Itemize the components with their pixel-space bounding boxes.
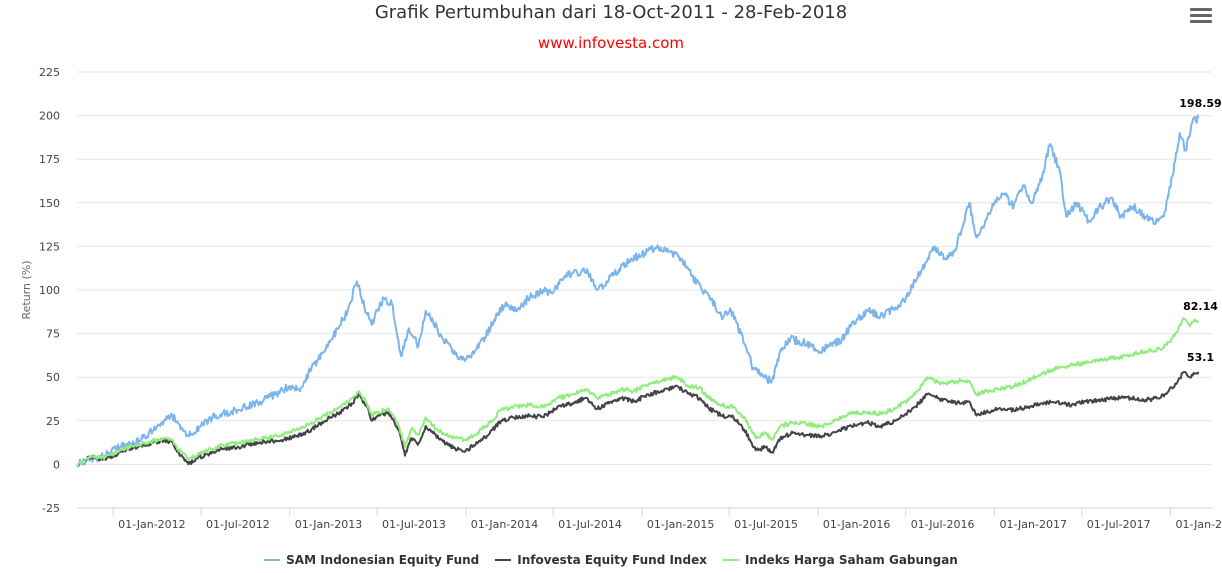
y-tick-label: 200 — [39, 110, 60, 123]
series-line — [76, 114, 1200, 468]
legend-swatch — [264, 558, 281, 561]
end-value-label: 82.14 — [1183, 300, 1218, 313]
y-tick-label: 100 — [39, 284, 60, 297]
legend-item[interactable]: SAM Indonesian Equity Fund — [264, 553, 479, 567]
legend-swatch — [495, 558, 512, 561]
legend-label: SAM Indonesian Equity Fund — [286, 553, 480, 567]
x-tick-label: 01-Jan-2014 — [471, 518, 539, 531]
y-tick-label: 150 — [39, 197, 60, 210]
y-tick-label: 0 — [53, 458, 60, 471]
legend-item[interactable]: Infovesta Equity Fund Index — [495, 553, 707, 567]
y-axis-title: Return (%) — [20, 260, 33, 319]
legend: SAM Indonesian Equity Fund Infovesta Equi… — [0, 553, 1222, 567]
end-labels: 198.59 53.1 82.14 — [1179, 97, 1221, 364]
chart-title: Grafik Pertumbuhan dari 18-Oct-2011 - 28… — [374, 2, 848, 23]
y-tick-label: 50 — [46, 371, 60, 384]
menu-bar — [1190, 14, 1212, 17]
x-tick-label: 01-Jan-2018 — [1176, 518, 1222, 531]
x-tick-label: 01-Jul-2013 — [382, 518, 446, 531]
x-tick-label: 01-Jan-2017 — [999, 518, 1067, 531]
x-tick-label: 01-Jan-2012 — [118, 518, 185, 531]
x-tick-label: 01-Jul-2016 — [911, 518, 975, 531]
y-tick-label: 175 — [39, 153, 60, 166]
y-tick-label: 25 — [46, 415, 60, 428]
x-tick-label: 01-Jul-2014 — [558, 518, 622, 531]
legend-item[interactable]: Indeks Harga Saham Gabungan — [722, 553, 958, 567]
series-lines — [76, 114, 1200, 468]
axes: -25 0 25 50 75 100 125 150 175 200 225 01-Jan-2012 0… — [39, 66, 1222, 531]
legend-swatch — [722, 558, 739, 561]
menu-bar — [1190, 20, 1212, 23]
end-value-label: 53.1 — [1187, 351, 1214, 364]
hamburger-menu-icon[interactable] — [1190, 8, 1212, 26]
x-tick-label: 01-Jul-2017 — [1087, 518, 1151, 531]
end-value-label: 198.59 — [1179, 97, 1221, 110]
legend-label: Indeks Harga Saham Gabungan — [744, 553, 958, 567]
x-tick-label: 01-Jul-2012 — [206, 518, 270, 531]
menu-bar — [1190, 8, 1212, 11]
y-tick-label: 75 — [46, 328, 60, 341]
x-tick-label: 01-Jan-2015 — [647, 518, 715, 531]
legend-label: Infovesta Equity Fund Index — [517, 553, 707, 567]
chart-subtitle[interactable]: www.infovesta.com — [537, 34, 685, 52]
x-tick-label: 01-Jan-2016 — [823, 518, 891, 531]
series-line — [76, 316, 1200, 467]
y-tick-label: -25 — [42, 502, 60, 515]
series-line — [76, 371, 1200, 467]
x-tick-label: 01-Jul-2015 — [734, 518, 798, 531]
y-tick-label: 125 — [39, 240, 60, 253]
y-tick-label: 225 — [39, 66, 60, 79]
x-tick-label: 01-Jan-2013 — [295, 518, 363, 531]
